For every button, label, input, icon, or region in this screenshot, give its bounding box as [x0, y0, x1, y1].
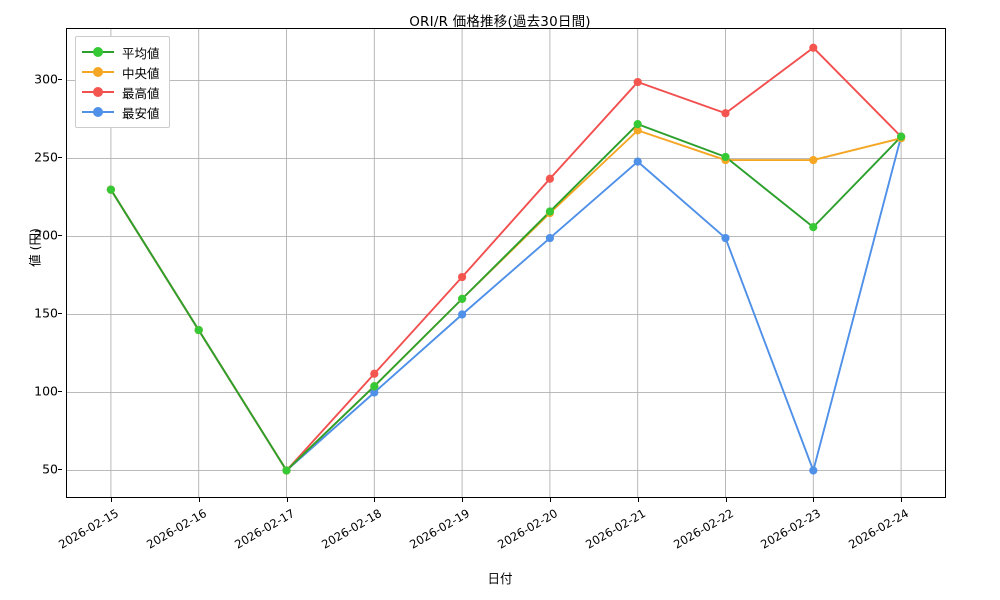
y-axis-tick-mark [58, 391, 62, 393]
legend-item[interactable]: 最安値 [82, 102, 160, 122]
y-axis-tick-label: 250 [34, 149, 58, 165]
data-point-marker [545, 207, 554, 216]
series-line [109, 135, 903, 472]
x-axis-tick-mark [374, 498, 376, 502]
series-line [109, 129, 903, 472]
data-point-marker [809, 43, 818, 52]
x-axis-tick-label: 2026-02-16 [143, 506, 209, 552]
y-axis-tick-label: 200 [34, 227, 58, 243]
legend-line-icon [82, 45, 114, 59]
data-point-marker [721, 152, 730, 162]
x-axis-ticks: 2026-02-15 2026-02-16 2026-02-17 2026-02-18… [56, 498, 946, 578]
x-axis-tick-mark [901, 498, 903, 502]
y-axis-tick-mark [58, 157, 62, 159]
data-point-marker [370, 388, 379, 397]
legend-item[interactable]: 最高値 [82, 82, 160, 102]
x-axis-tick-mark [110, 498, 112, 502]
x-axis-label: 日付 [487, 571, 513, 586]
x-axis-tick-mark [462, 498, 464, 502]
y-axis-tick-label: 300 [34, 71, 58, 87]
legend-item-label: 最安値 [122, 105, 160, 121]
data-point-marker [633, 157, 642, 166]
x-axis-tick-label: 2026-02-20 [495, 506, 560, 552]
data-point-marker [458, 272, 467, 282]
legend-item-label: 中央値 [122, 65, 160, 81]
chart-legend: 平均値中央値最高値最安値 [75, 36, 170, 128]
data-point-marker [370, 382, 379, 391]
y-axis-ticks: 50 100 150 200 250 300 [0, 28, 62, 498]
x-axis-tick-label: 2026-02-15 [56, 506, 121, 552]
data-point-marker [106, 185, 115, 194]
legend-line-icon [82, 65, 114, 79]
x-axis-tick-label: 2026-02-18 [319, 506, 385, 552]
data-point-marker [809, 466, 818, 475]
chart-title: ORI/R 価格推移(過去30日間) [409, 14, 591, 30]
y-axis-tick-mark [58, 313, 62, 315]
data-point-marker [809, 223, 818, 232]
data-point-marker [194, 325, 203, 335]
gridlines [67, 29, 945, 497]
legend-item[interactable]: 平均値 [82, 42, 160, 62]
y-axis-tick-mark [58, 79, 62, 81]
plot-svg [67, 29, 945, 497]
y-axis-tick-label: 150 [34, 305, 58, 321]
data-point-marker [633, 126, 642, 135]
x-axis-tick-mark [637, 498, 639, 502]
legend-item[interactable]: 中央値 [82, 62, 160, 82]
series-line [109, 123, 903, 472]
plot-area [66, 28, 946, 498]
x-axis-tick-mark [813, 498, 815, 502]
legend-line-icon [82, 105, 114, 119]
data-point-marker [633, 120, 642, 129]
y-axis-tick-label: 50 [42, 461, 58, 477]
x-axis-tick-mark [286, 498, 288, 502]
data-point-marker [809, 155, 818, 165]
legend-line-icon [82, 85, 114, 99]
y-axis-tick-mark [58, 235, 62, 237]
x-axis-tick-label: 2026-02-17 [231, 506, 297, 552]
data-point-marker [633, 77, 642, 87]
x-axis-tick-label: 2026-02-21 [582, 506, 648, 552]
data-point-marker [282, 466, 291, 475]
y-axis-tick-mark [58, 469, 62, 471]
data-point-marker [458, 294, 467, 303]
series-lines [109, 46, 903, 472]
x-axis-tick-label: 2026-02-19 [407, 506, 473, 552]
data-point-marker [545, 233, 554, 243]
legend-item-label: 最高値 [122, 85, 160, 101]
data-point-marker [721, 233, 730, 243]
x-axis-tick-label: 2026-02-24 [846, 506, 912, 552]
data-point-marker [897, 132, 906, 141]
x-axis-tick-label: 2026-02-23 [758, 506, 824, 552]
data-point-marker [721, 109, 730, 118]
x-axis-tick-label: 2026-02-22 [670, 506, 736, 552]
x-axis-tick-mark [725, 498, 727, 502]
series-line [109, 46, 903, 472]
x-axis-tick-mark [549, 498, 551, 502]
y-axis-tick-label: 100 [34, 383, 58, 399]
x-axis-tick-mark [198, 498, 200, 502]
data-point-marker [545, 174, 554, 183]
series-markers [106, 43, 906, 475]
legend-item-label: 平均値 [122, 45, 160, 61]
data-point-marker [458, 310, 467, 319]
data-point-marker [370, 369, 379, 378]
